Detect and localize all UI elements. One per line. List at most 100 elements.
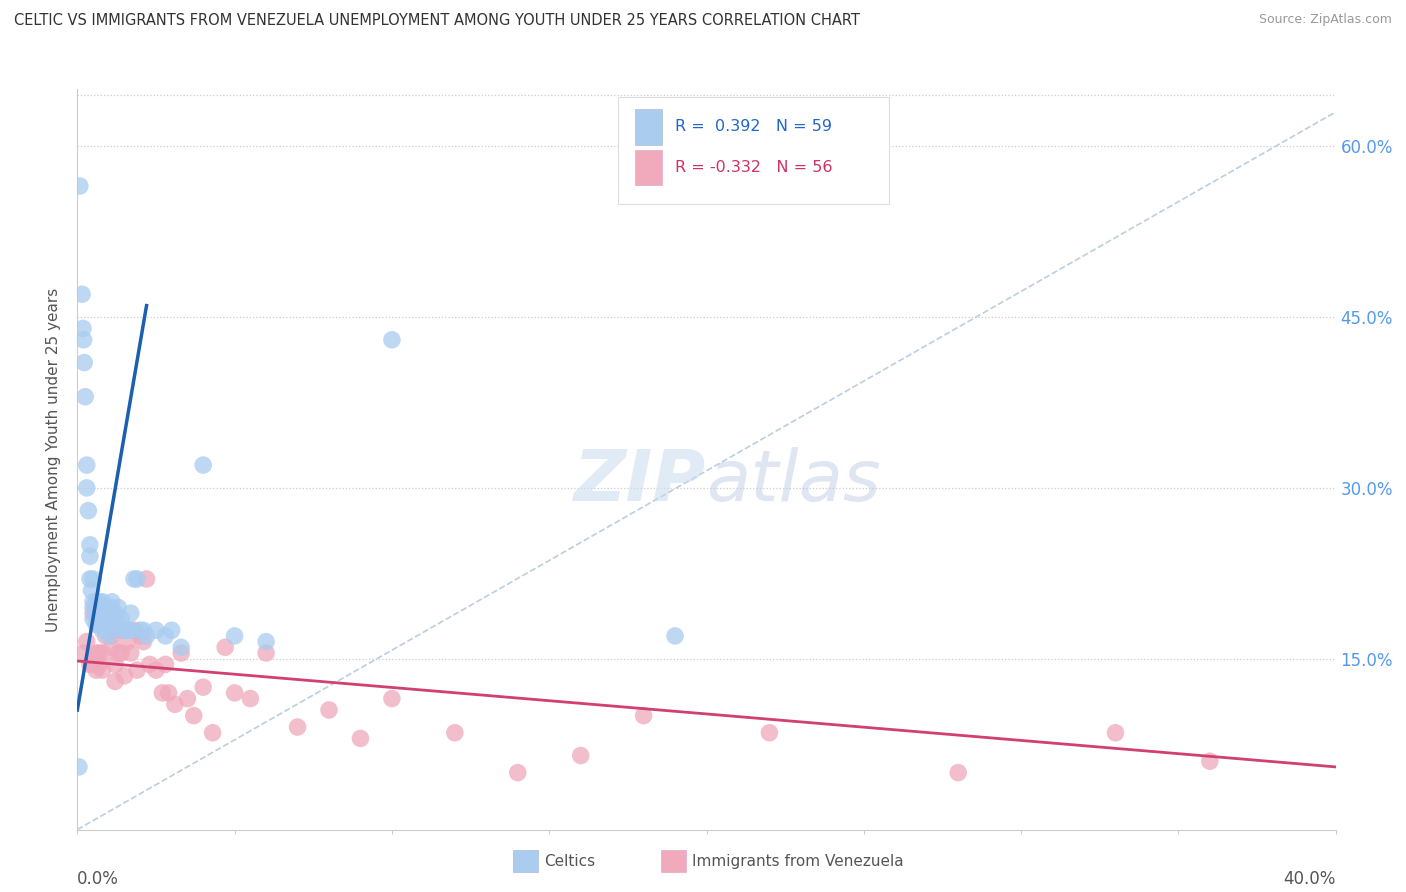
Point (101, 629, 124, 643)
Text: Celtics: Celtics (544, 855, 595, 869)
Point (381, 691, 404, 706)
Point (120, 624, 142, 638)
Y-axis label: Unemployment Among Youth under 25 years: Unemployment Among Youth under 25 years (46, 287, 62, 632)
Point (163, 698, 186, 712)
Point (72, 333, 94, 347)
Point (132, 624, 155, 638)
Text: Immigrants from Venezuela: Immigrants from Venezuela (692, 855, 904, 869)
Point (91, 595, 114, 609)
Point (155, 657, 177, 672)
Point (69, 179, 91, 194)
Point (94, 617, 117, 632)
Point (157, 686, 180, 700)
Point (107, 624, 129, 638)
Point (82, 600, 104, 615)
Point (97, 606, 120, 620)
Point (89, 606, 111, 620)
Point (201, 725, 224, 739)
Point (170, 640, 193, 655)
Point (664, 629, 686, 643)
Point (104, 606, 127, 620)
Point (1199, 754, 1222, 768)
Point (84, 646, 107, 660)
Point (82, 657, 104, 672)
Point (132, 634, 155, 648)
Text: R =  0.392   N = 59: R = 0.392 N = 59 (675, 120, 832, 135)
Point (67, 760, 90, 774)
Point (75, 390, 97, 404)
Point (101, 640, 124, 655)
Point (191, 680, 215, 694)
Bar (634, 109, 662, 145)
Point (82, 612, 104, 626)
Point (89, 617, 111, 632)
Text: R = -0.332   N = 56: R = -0.332 N = 56 (675, 161, 832, 175)
Point (633, 708, 655, 723)
Point (135, 572, 157, 586)
Text: 0.0%: 0.0% (77, 871, 120, 888)
Point (381, 333, 404, 347)
Point (224, 629, 246, 643)
Point (129, 624, 152, 638)
FancyBboxPatch shape (619, 96, 889, 204)
Point (155, 629, 177, 643)
Point (114, 624, 136, 638)
Point (117, 624, 139, 638)
Point (79, 657, 101, 672)
Point (84, 595, 107, 609)
Point (135, 629, 157, 643)
Point (254, 646, 277, 660)
Text: ZIP: ZIP (574, 447, 707, 516)
Point (191, 458, 215, 472)
Point (145, 624, 167, 638)
Point (104, 612, 127, 626)
Point (79, 572, 101, 586)
Point (127, 572, 149, 586)
Point (97, 624, 120, 638)
Point (117, 624, 139, 638)
Point (94, 612, 117, 626)
Point (97, 612, 120, 626)
Point (89, 646, 111, 660)
Point (91, 663, 114, 677)
Point (318, 703, 340, 717)
Point (110, 612, 132, 626)
Point (94, 600, 117, 615)
Point (114, 624, 136, 638)
Point (948, 765, 970, 780)
Point (84, 617, 107, 632)
Point (183, 708, 205, 723)
Point (84, 606, 107, 620)
Point (214, 640, 236, 655)
Point (76, 481, 98, 495)
Point (101, 600, 124, 615)
Point (73, 355, 96, 369)
Point (84, 663, 107, 677)
Point (122, 572, 145, 586)
Point (287, 720, 309, 734)
Point (138, 657, 160, 672)
Point (110, 646, 132, 660)
Point (127, 663, 149, 677)
Point (176, 691, 198, 706)
Point (160, 624, 183, 638)
Point (97, 629, 120, 643)
Point (506, 765, 529, 780)
Point (91, 646, 114, 660)
Point (79, 549, 101, 564)
Point (72, 646, 94, 660)
Point (104, 657, 127, 672)
Point (82, 572, 104, 586)
Point (107, 600, 129, 615)
Text: CELTIC VS IMMIGRANTS FROM VENEZUELA UNEMPLOYMENT AMONG YOUTH UNDER 25 YEARS CORR: CELTIC VS IMMIGRANTS FROM VENEZUELA UNEM… (14, 13, 860, 29)
Point (89, 657, 111, 672)
Point (122, 624, 145, 638)
Point (170, 646, 193, 660)
Text: Source: ZipAtlas.com: Source: ZipAtlas.com (1258, 13, 1392, 27)
Point (107, 646, 129, 660)
Point (349, 731, 371, 746)
Point (70, 287, 93, 301)
Point (145, 663, 167, 677)
Point (79, 538, 101, 552)
Point (1104, 725, 1126, 739)
